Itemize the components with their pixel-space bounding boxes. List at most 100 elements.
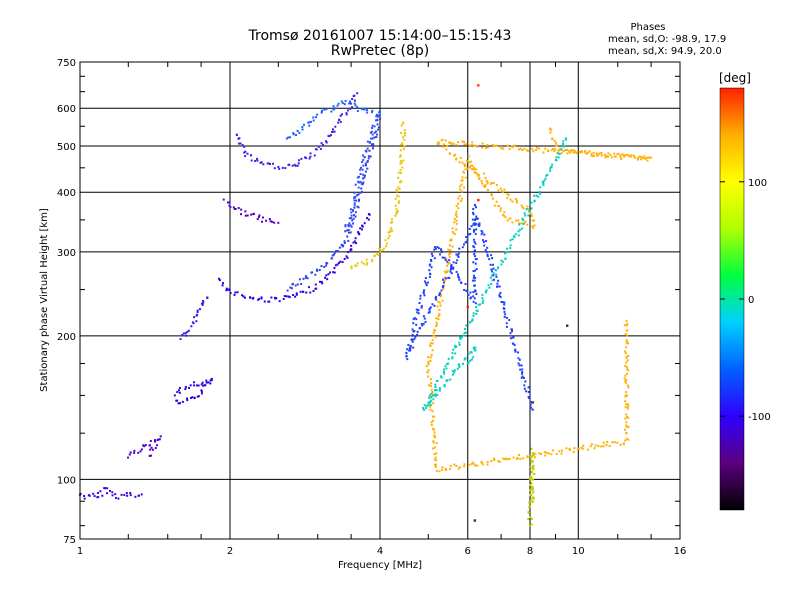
data-point (517, 230, 520, 233)
data-point (349, 208, 352, 211)
data-point (522, 457, 525, 460)
data-point (447, 362, 450, 365)
data-point (389, 230, 392, 233)
data-point (291, 283, 294, 286)
data-point (532, 226, 535, 229)
data-point (474, 290, 477, 293)
data-point (144, 444, 147, 447)
data-point (377, 126, 380, 129)
data-point (497, 267, 500, 270)
data-point (416, 311, 419, 314)
data-point (401, 166, 404, 169)
data-point (623, 324, 626, 327)
x-axis-ticks: 1 2 4 6 8 10 16 (77, 62, 686, 557)
data-point (261, 220, 264, 223)
data-point (339, 114, 342, 117)
data-point (440, 251, 443, 254)
data-point (511, 221, 514, 224)
data-point (277, 221, 280, 224)
data-point (529, 483, 532, 486)
data-point (360, 228, 363, 231)
data-point (193, 397, 196, 400)
data-point (492, 278, 495, 281)
data-point (433, 463, 436, 466)
data-point (530, 517, 533, 520)
data-point (505, 316, 508, 319)
data-point (302, 290, 305, 293)
data-point (450, 239, 453, 242)
data-point (202, 384, 205, 387)
y-tick-label: 600 (57, 104, 76, 115)
data-point (308, 121, 311, 124)
data-point (451, 370, 454, 373)
data-point (432, 440, 435, 443)
data-point (448, 276, 451, 279)
data-point (363, 174, 366, 177)
data-point (470, 160, 473, 163)
data-point (422, 315, 425, 318)
data-point (449, 378, 452, 381)
data-point (301, 128, 304, 131)
data-point (529, 465, 532, 468)
data-point (431, 415, 434, 418)
data-point (379, 114, 381, 117)
data-point (415, 323, 418, 326)
data-point (614, 155, 617, 158)
data-point (149, 439, 152, 442)
data-point (244, 155, 247, 158)
data-point (455, 210, 458, 213)
data-point (394, 214, 397, 217)
data-point (312, 119, 315, 122)
data-point (433, 328, 436, 331)
data-point (403, 138, 406, 141)
data-point (476, 145, 479, 148)
data-point (598, 152, 601, 155)
data-point (531, 467, 534, 470)
data-point (379, 117, 381, 120)
data-point (464, 176, 467, 179)
data-point (505, 322, 508, 325)
data-point (450, 267, 453, 270)
data-point (385, 242, 388, 245)
data-point (554, 158, 557, 161)
data-point (461, 176, 464, 179)
data-point (443, 279, 446, 282)
data-point (521, 148, 524, 151)
data-point (450, 266, 453, 269)
data-point (565, 137, 568, 140)
data-point (261, 216, 264, 219)
data-point (298, 278, 301, 281)
data-point (503, 301, 506, 304)
data-point (448, 255, 451, 258)
data-point (472, 274, 475, 277)
data-point (533, 473, 536, 476)
data-point (459, 188, 462, 191)
data-point (539, 186, 542, 189)
data-point (463, 465, 466, 468)
data-point (509, 337, 512, 340)
x-tick-label: 6 (465, 546, 471, 557)
data-point (331, 131, 334, 134)
data-point (470, 296, 473, 299)
data-point (428, 307, 431, 310)
data-point (140, 493, 143, 496)
data-point (507, 193, 510, 196)
data-point (491, 274, 494, 277)
data-point (500, 190, 503, 193)
data-point (602, 441, 605, 444)
data-point (457, 141, 460, 144)
data-point (625, 342, 628, 345)
data-point (512, 456, 515, 459)
data-point (513, 144, 516, 147)
data-point (461, 140, 464, 143)
data-point (176, 391, 179, 394)
data-point (525, 208, 528, 211)
data-point (415, 318, 418, 321)
data-point (489, 263, 492, 266)
data-point (177, 402, 180, 405)
data-point (581, 447, 584, 450)
data-point (560, 452, 563, 455)
data-point (600, 445, 603, 448)
data-point (521, 217, 524, 220)
data-point (596, 153, 599, 156)
